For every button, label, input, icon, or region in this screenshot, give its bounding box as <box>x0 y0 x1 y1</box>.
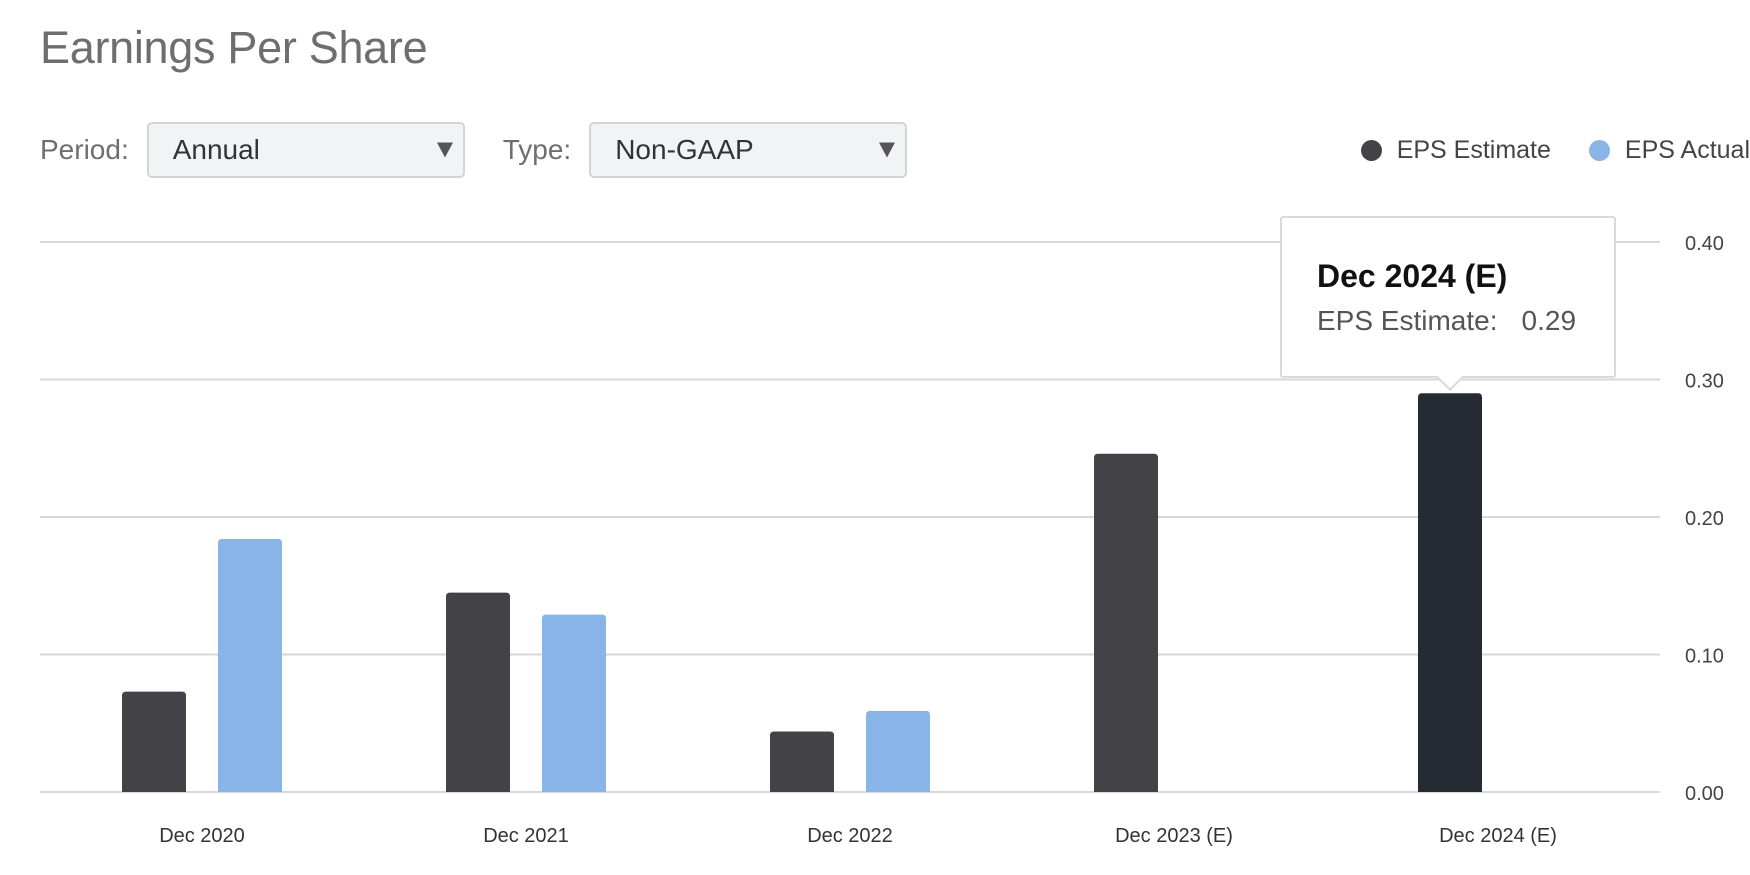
y-tick-label: 0.20 <box>1685 508 1724 530</box>
y-tick-label: 0.00 <box>1685 783 1724 805</box>
bar-eps-actual <box>542 614 606 792</box>
x-tick-label: Dec 2023 (E) <box>1115 825 1233 847</box>
x-tick-label: Dec 2020 <box>159 825 245 847</box>
period-label: Period: <box>40 134 129 165</box>
y-tick-label: 0.10 <box>1685 646 1724 668</box>
legend-dot-icon <box>1588 139 1610 161</box>
y-tick-label: 0.40 <box>1685 233 1724 255</box>
dropdown-caret-icon <box>436 142 453 158</box>
period-select-value: Annual <box>172 134 260 165</box>
legend-label: EPS Estimate <box>1396 135 1551 164</box>
x-tick-label: Dec 2021 <box>483 825 569 847</box>
bar-eps-actual <box>218 539 282 792</box>
legend-item-eps-estimate[interactable]: EPS Estimate <box>1360 135 1551 165</box>
bar-eps-estimate <box>770 731 834 792</box>
page-title: Earnings Per Share <box>40 22 428 73</box>
legend-item-eps-actual[interactable]: EPS Actual <box>1588 135 1750 165</box>
chart-tooltip: Dec 2024 (E) EPS Estimate: 0.29 <box>1280 216 1616 392</box>
legend-label: EPS Actual <box>1624 135 1750 164</box>
type-select-value: Non-GAAP <box>615 134 754 165</box>
legend-dot-icon <box>1360 139 1382 161</box>
tooltip-row: EPS Estimate: 0.29 <box>1317 305 1614 337</box>
tooltip-value: 0.29 <box>1521 305 1577 336</box>
chart-controls: Period: Annual Type: Non-GAAP <box>40 120 908 180</box>
dropdown-caret-icon <box>879 142 896 158</box>
tooltip-title: Dec 2024 (E) <box>1317 258 1508 294</box>
type-select[interactable]: Non-GAAP <box>589 122 908 178</box>
bar-eps-estimate <box>122 691 186 792</box>
bar-eps-estimate <box>1094 453 1158 792</box>
period-select[interactable]: Annual <box>146 122 465 178</box>
y-tick-label: 0.30 <box>1685 371 1724 393</box>
x-tick-label: Dec 2024 (E) <box>1439 825 1557 847</box>
bar-eps-actual <box>866 710 930 792</box>
bar-eps-estimate <box>446 592 510 792</box>
bar-eps-estimate <box>1418 393 1482 792</box>
x-tick-label: Dec 2022 <box>807 825 893 847</box>
type-label: Type: <box>502 134 572 165</box>
chart-legend: EPS Estimate EPS Actual <box>1323 130 1750 170</box>
tooltip-label: EPS Estimate: <box>1317 305 1498 336</box>
